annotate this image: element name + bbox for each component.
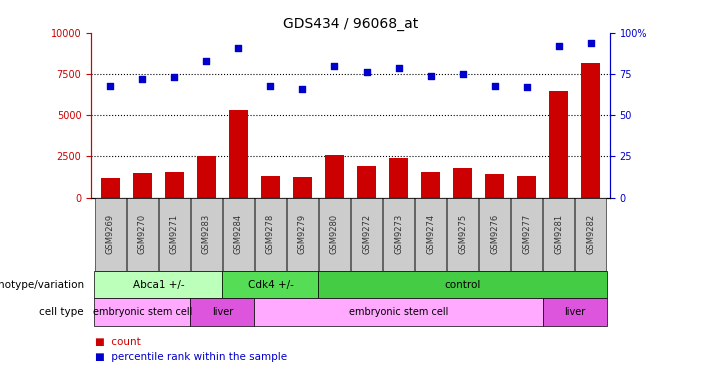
- Text: GSM9279: GSM9279: [298, 214, 307, 254]
- Text: GSM9269: GSM9269: [106, 214, 115, 254]
- Text: control: control: [444, 280, 481, 290]
- Bar: [421, 172, 440, 198]
- Text: GSM9276: GSM9276: [490, 214, 499, 254]
- Text: liver: liver: [212, 307, 233, 317]
- Text: GSM9270: GSM9270: [138, 214, 147, 254]
- Text: cell type: cell type: [39, 307, 84, 317]
- Bar: [293, 177, 312, 198]
- Bar: [485, 174, 504, 198]
- Text: ■  percentile rank within the sample: ■ percentile rank within the sample: [95, 352, 287, 362]
- Text: genotype/variation: genotype/variation: [0, 280, 84, 290]
- Point: [233, 45, 244, 51]
- Bar: [165, 172, 184, 198]
- Text: GSM9274: GSM9274: [426, 214, 435, 254]
- Point: [361, 70, 372, 75]
- Text: Cdk4 +/-: Cdk4 +/-: [247, 280, 294, 290]
- Point: [393, 65, 404, 71]
- Bar: [325, 155, 344, 198]
- Text: embryonic stem cell: embryonic stem cell: [349, 307, 448, 317]
- Bar: [357, 166, 376, 198]
- Text: liver: liver: [564, 307, 585, 317]
- Text: GSM9272: GSM9272: [362, 214, 371, 254]
- Text: embryonic stem cell: embryonic stem cell: [93, 307, 192, 317]
- Point: [425, 73, 436, 79]
- Title: GDS434 / 96068_at: GDS434 / 96068_at: [283, 16, 418, 30]
- Text: GSM9271: GSM9271: [170, 214, 179, 254]
- Point: [169, 75, 180, 81]
- Bar: [197, 157, 216, 198]
- Point: [521, 85, 532, 90]
- Bar: [261, 176, 280, 198]
- Point: [329, 63, 340, 69]
- Text: GSM9282: GSM9282: [586, 214, 595, 254]
- Point: [585, 40, 597, 46]
- Text: GSM9277: GSM9277: [522, 214, 531, 254]
- Bar: [581, 63, 600, 198]
- Text: GSM9278: GSM9278: [266, 214, 275, 254]
- Text: GSM9284: GSM9284: [234, 214, 243, 254]
- Point: [200, 58, 212, 64]
- Point: [104, 83, 116, 89]
- Text: GSM9281: GSM9281: [554, 214, 563, 254]
- Text: GSM9275: GSM9275: [458, 214, 467, 254]
- Text: GSM9280: GSM9280: [330, 214, 339, 254]
- Bar: [101, 178, 120, 198]
- Point: [457, 71, 468, 77]
- Bar: [549, 91, 569, 198]
- Text: Abca1 +/-: Abca1 +/-: [132, 280, 184, 290]
- Bar: [453, 168, 472, 198]
- Bar: [517, 176, 536, 198]
- Text: GSM9273: GSM9273: [394, 214, 403, 254]
- Point: [137, 76, 148, 82]
- Point: [553, 43, 564, 49]
- Bar: [389, 158, 408, 198]
- Text: GSM9283: GSM9283: [202, 214, 211, 254]
- Point: [489, 83, 501, 89]
- Text: ■  count: ■ count: [95, 337, 140, 347]
- Bar: [229, 111, 248, 198]
- Point: [265, 83, 276, 89]
- Point: [297, 86, 308, 92]
- Bar: [132, 173, 152, 198]
